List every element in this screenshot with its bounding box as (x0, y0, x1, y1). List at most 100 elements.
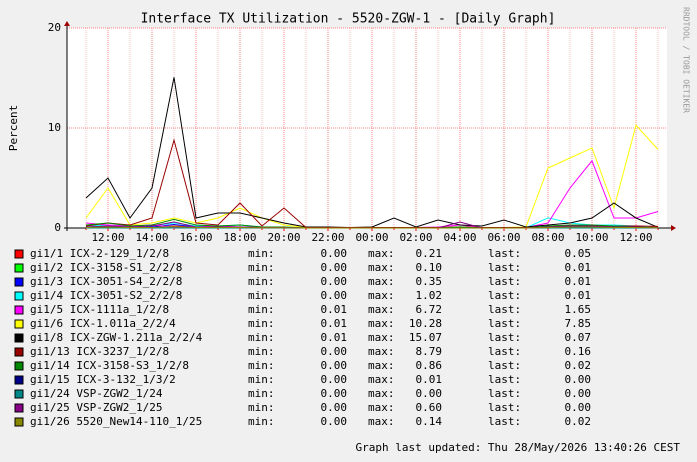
legend-name: gi1/5 ICX-1111a_1/2/8 (30, 303, 169, 316)
stat-label: last: (488, 275, 521, 288)
stat-max: 0.21 (416, 247, 443, 260)
legend-name: gi1/13 ICX-3237_1/2/8 (30, 345, 169, 358)
stat-min: 0.00 (321, 247, 348, 260)
x-tick-label: 02:00 (399, 231, 432, 244)
stat-label: last: (488, 387, 521, 400)
stat-max: 0.60 (416, 401, 443, 414)
stat-label: max: (368, 317, 395, 330)
stat-max: 8.79 (416, 345, 443, 358)
stat-min: 0.00 (321, 387, 348, 400)
legend-swatch (14, 249, 24, 259)
stat-last: 0.00 (565, 387, 592, 400)
legend-name: gi1/15 ICX-3-132_1/3/2 (30, 373, 176, 386)
stat-label: last: (488, 261, 521, 274)
stat-label: min: (248, 275, 275, 288)
stat-label: last: (488, 415, 521, 428)
stat-label: max: (368, 331, 395, 344)
legend-name: gi1/1 ICX-2-129_1/2/8 (30, 247, 169, 260)
stat-min: 0.01 (321, 303, 348, 316)
stat-label: max: (368, 415, 395, 428)
stat-last: 0.16 (565, 345, 592, 358)
x-tick-label: 12:00 (619, 231, 652, 244)
stat-label: min: (248, 415, 275, 428)
legend-swatch (14, 333, 24, 343)
stat-max: 0.14 (416, 415, 443, 428)
x-tick-label: 22:00 (311, 231, 344, 244)
stat-last: 0.02 (565, 415, 592, 428)
legend-name: gi1/25 VSP-ZGW2_1/25 (30, 401, 162, 414)
legend-name: gi1/26 5520_New14-110_1/25 (30, 415, 202, 428)
stat-label: max: (368, 247, 395, 260)
legend-swatch (14, 305, 24, 315)
x-tick-label: 00:00 (355, 231, 388, 244)
axis-arrow (64, 21, 70, 26)
legend-swatch (14, 319, 24, 329)
stat-label: min: (248, 289, 275, 302)
legend-name: gi1/8 ICX-ZGW-1.211a_2/2/4 (30, 331, 203, 344)
stat-label: min: (248, 261, 275, 274)
stat-label: last: (488, 373, 521, 386)
stat-last: 0.01 (565, 261, 592, 274)
stat-label: last: (488, 303, 521, 316)
stat-max: 0.86 (416, 359, 443, 372)
y-tick-label: 0 (54, 221, 61, 234)
legend-name: gi1/14 ICX-3158-S3_1/2/8 (30, 359, 189, 372)
stat-label: max: (368, 387, 395, 400)
stat-max: 0.35 (416, 275, 443, 288)
stat-label: max: (368, 345, 395, 358)
stat-last: 0.00 (565, 401, 592, 414)
stat-min: 0.00 (321, 345, 348, 358)
x-tick-label: 06:00 (487, 231, 520, 244)
legend-name: gi1/24 VSP-ZGW2_1/24 (30, 387, 163, 400)
stat-label: last: (488, 401, 521, 414)
y-tick-label: 10 (48, 121, 61, 134)
stat-label: max: (368, 261, 395, 274)
stat-min: 0.00 (321, 275, 348, 288)
stat-label: last: (488, 247, 521, 260)
stat-label: max: (368, 303, 395, 316)
legend-name: gi1/4 ICX-3051-S2_2/2/8 (30, 289, 182, 302)
watermark: RRDTOOL / TOBI OETIKER (682, 7, 691, 113)
x-tick-label: 18:00 (223, 231, 256, 244)
legend-name: gi1/3 ICX-3051-S4_2/2/8 (30, 275, 182, 288)
axis-arrow (671, 225, 676, 231)
stat-label: min: (248, 387, 275, 400)
legend-swatch (14, 417, 24, 427)
footer: Graph last updated: Thu 28/May/2026 13:4… (355, 441, 680, 454)
stat-min: 0.00 (321, 415, 348, 428)
stat-label: max: (368, 401, 395, 414)
stat-min: 0.00 (321, 401, 348, 414)
stat-label: max: (368, 289, 395, 302)
x-tick-label: 12:00 (91, 231, 124, 244)
stat-label: last: (488, 345, 521, 358)
stat-max: 15.07 (409, 331, 442, 344)
stat-label: min: (248, 345, 275, 358)
stat-last: 0.02 (565, 359, 592, 372)
stat-max: 6.72 (416, 303, 443, 316)
stat-min: 0.01 (321, 331, 348, 344)
legend-name: gi1/2 ICX-3158-S1_2/2/8 (30, 261, 182, 274)
stat-max: 0.10 (416, 261, 443, 274)
stat-last: 0.07 (565, 331, 592, 344)
stat-last: 0.00 (565, 373, 592, 386)
stat-label: last: (488, 359, 521, 372)
legend-swatch (14, 361, 24, 371)
x-tick-label: 20:00 (267, 231, 300, 244)
stat-label: last: (488, 289, 521, 302)
legend-swatch (14, 375, 24, 385)
stat-min: 0.00 (321, 261, 348, 274)
stat-label: min: (248, 331, 275, 344)
stat-max: 0.01 (416, 373, 443, 386)
y-tick-label: 20 (48, 21, 61, 34)
stat-label: min: (248, 303, 275, 316)
x-tick-label: 04:00 (443, 231, 476, 244)
stat-label: min: (248, 317, 275, 330)
x-tick-label: 08:00 (531, 231, 564, 244)
stat-label: last: (488, 317, 521, 330)
stat-label: min: (248, 247, 275, 260)
stat-label: last: (488, 331, 521, 344)
stat-max: 1.02 (416, 289, 443, 302)
legend-swatch (14, 291, 24, 301)
stat-label: min: (248, 401, 275, 414)
